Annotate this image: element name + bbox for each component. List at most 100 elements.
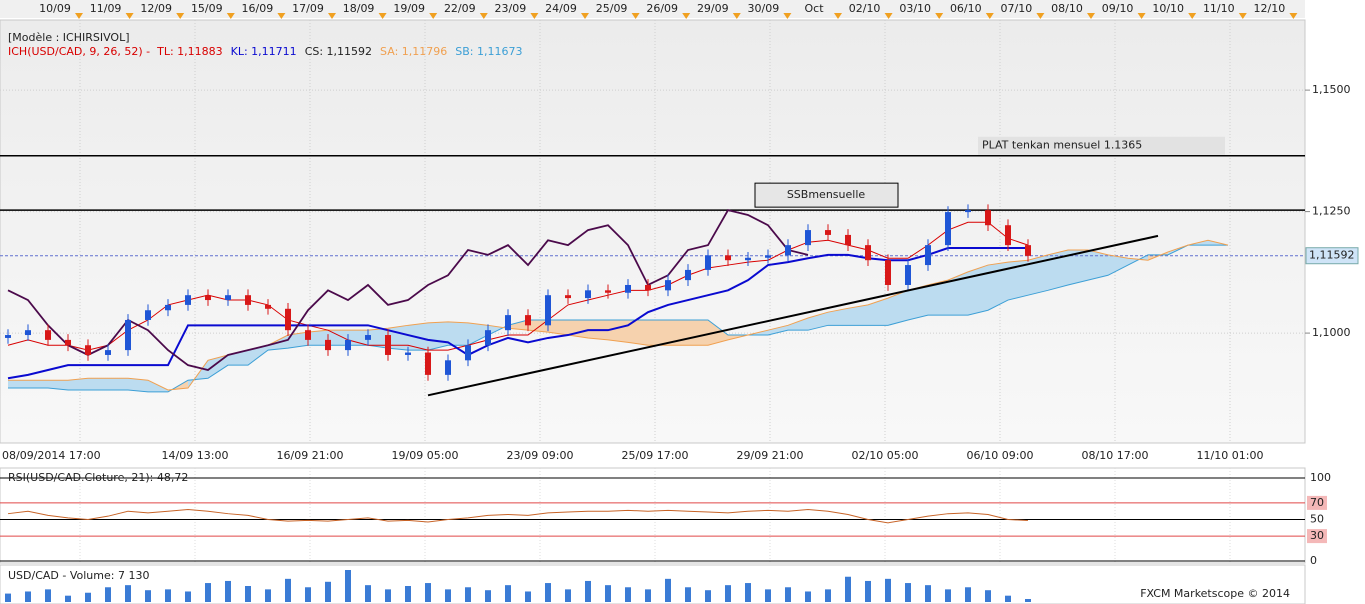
date-marker (479, 13, 488, 19)
y-tick-label: 1,1250 (1312, 205, 1351, 218)
candle-body (1005, 225, 1011, 246)
candle-body (205, 295, 211, 301)
y-tick-label: 70 (1310, 496, 1324, 509)
volume-bar (185, 591, 191, 602)
candle-body (665, 280, 671, 291)
level-label-box (978, 136, 1225, 155)
y-tick-label: 30 (1310, 529, 1324, 542)
cloud (1068, 249, 1088, 285)
rsi-tick-box (1307, 495, 1327, 510)
date-marker (1238, 13, 1247, 19)
cloud (528, 319, 548, 333)
candle-body (265, 304, 271, 309)
cloud (128, 378, 148, 392)
volume-bar (925, 585, 931, 602)
volume-bar (765, 589, 771, 602)
last-price-label: 1,11592 (1309, 249, 1355, 262)
legend-entry: SA: 1,11796 (380, 45, 447, 58)
cloud (448, 321, 468, 346)
candle-body (1025, 245, 1031, 256)
candle-body (405, 352, 411, 355)
volume-bar (705, 590, 711, 602)
candle-body (985, 210, 991, 226)
legend-entry: KL: 1,11711 (231, 45, 297, 58)
volume-bar (305, 587, 311, 602)
indicator-line (7, 247, 1028, 380)
y-tick-label: 1,1000 (1312, 326, 1351, 339)
cloud (468, 322, 488, 346)
candle-body (805, 230, 811, 246)
date-marker (631, 13, 640, 19)
volume-bar (905, 583, 911, 602)
date-label: 02/10 (849, 2, 881, 15)
legend-entry: SB: 1,11673 (455, 45, 522, 58)
volume-bar (845, 576, 851, 602)
volume-bar (345, 570, 351, 602)
candle-body (65, 339, 71, 346)
candle-body (845, 234, 851, 246)
date-marker (429, 13, 438, 19)
cloud (508, 319, 528, 331)
date-label: 03/10 (899, 2, 931, 15)
level-label: PLAT tenkan mensuel 1.1365 (982, 139, 1142, 152)
date-label: 10/10 (1152, 2, 1184, 15)
volume-bar (385, 589, 391, 602)
candle-body (165, 304, 171, 311)
volume-bar (565, 589, 571, 602)
volume-bar (785, 587, 791, 602)
x-tick-label: 25/09 17:00 (622, 449, 689, 462)
date-marker (834, 13, 842, 19)
x-tick-label: 29/09 21:00 (737, 449, 804, 462)
volume-bar (985, 590, 991, 602)
indicator-line (8, 239, 1229, 391)
volume-bar (85, 592, 91, 602)
cloud (8, 380, 28, 389)
candle-body (725, 255, 731, 261)
date-marker (783, 13, 792, 19)
cloud (208, 354, 228, 379)
cloud (988, 262, 1008, 311)
candle-body (945, 212, 951, 246)
candle-body (305, 330, 311, 340)
candle-body (605, 290, 611, 293)
cloud (968, 265, 988, 316)
volume-bar (605, 585, 611, 602)
x-tick-label: 02/10 05:00 (852, 449, 919, 462)
x-tick-label: 23/09 09:00 (507, 449, 574, 462)
candle-body (545, 295, 551, 326)
cloud (68, 378, 88, 390)
date-label: 29/09 (697, 2, 729, 15)
volume-bar (225, 580, 231, 602)
volume-bar (365, 585, 371, 602)
date-marker (1289, 13, 1298, 19)
candle-body (645, 284, 651, 291)
candle-body (885, 260, 891, 285)
volume-bar (45, 589, 51, 602)
volume-bar (525, 591, 531, 602)
candle-body (465, 345, 471, 361)
volume-bar (325, 581, 331, 602)
x-tick-label: 16/09 21:00 (277, 449, 344, 462)
volume-bar (405, 586, 411, 602)
candle-body (145, 310, 151, 320)
cloud (628, 319, 648, 346)
candle-body (765, 255, 771, 258)
date-label: 16/09 (242, 2, 274, 15)
cloud (1088, 249, 1108, 281)
candle-body (505, 315, 511, 331)
cloud (848, 304, 868, 326)
candle-body (45, 330, 51, 340)
candle-body (625, 284, 631, 293)
date-label: 10/09 (39, 2, 71, 15)
volume-bar (65, 595, 71, 602)
cloud (1028, 254, 1048, 296)
y-tick-label: 1,1500 (1312, 83, 1351, 96)
candle-body (125, 319, 131, 351)
date-marker (75, 13, 83, 19)
candle-body (365, 335, 371, 340)
cloud (608, 319, 628, 343)
candle-body (525, 315, 531, 326)
x-tick-label: 06/10 09:00 (967, 449, 1034, 462)
y-tick-label: 100 (1310, 471, 1331, 484)
volume-bar (205, 583, 211, 602)
